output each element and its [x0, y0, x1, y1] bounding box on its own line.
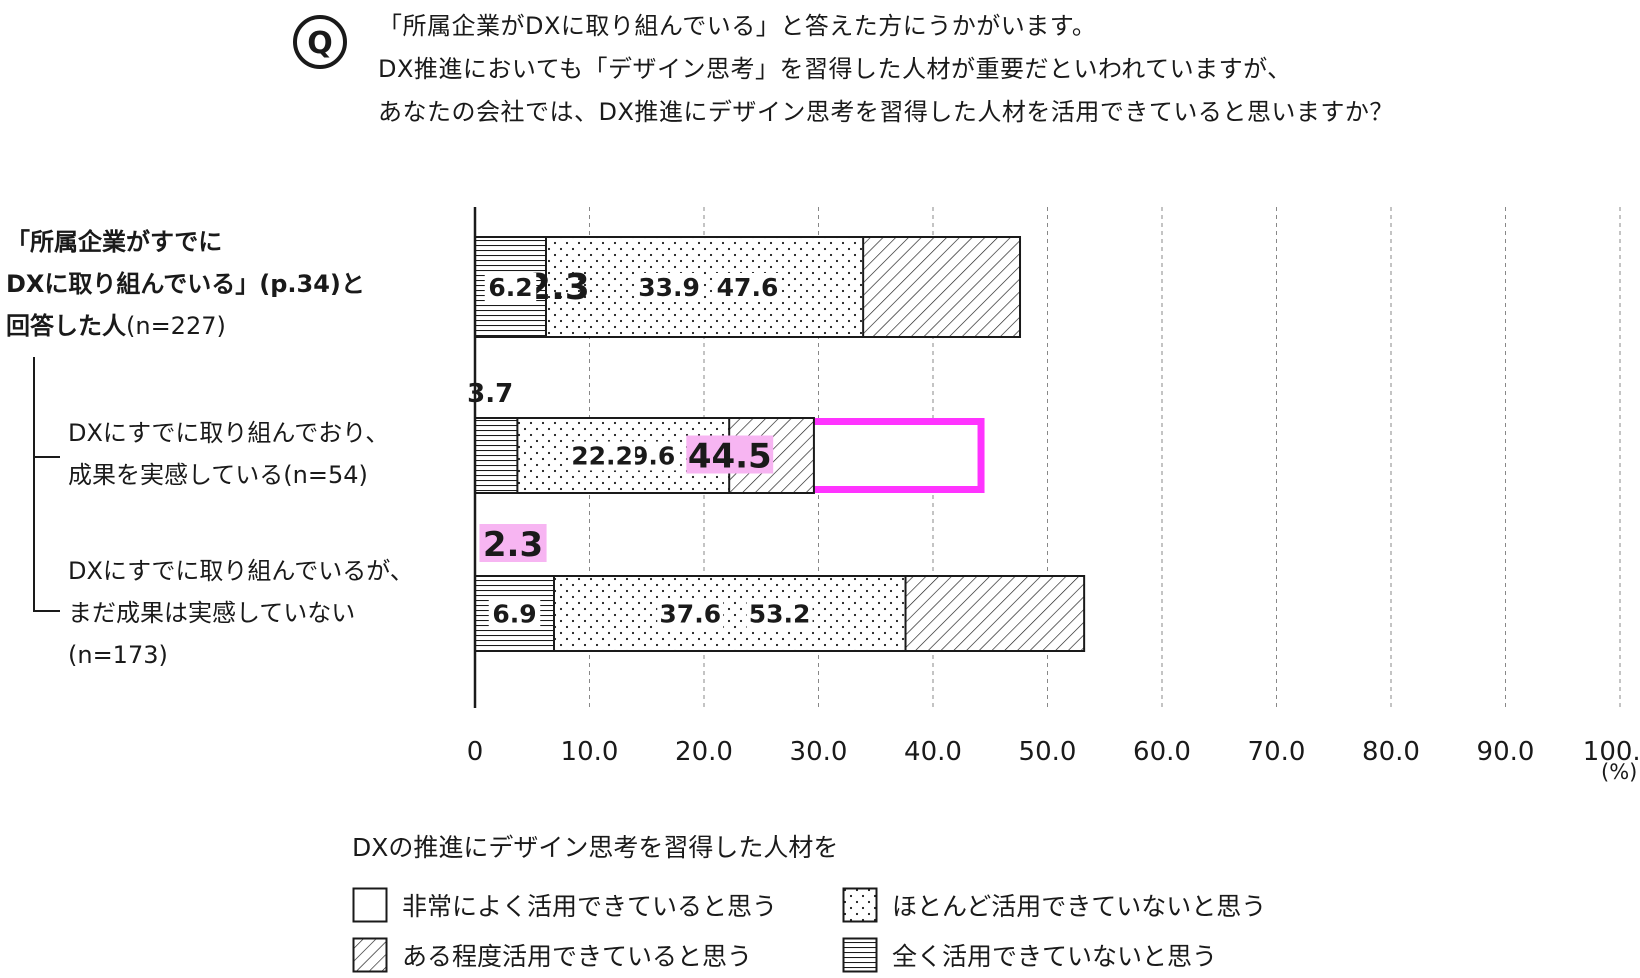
category-all-n: (n=227) [126, 312, 226, 340]
question-icon: Q [293, 15, 347, 69]
data-label-bg [686, 435, 774, 474]
tree-vertical-line [33, 357, 35, 612]
legend-swatch-dots [842, 887, 878, 923]
category-all-line-3: 回答した人(n=227) [6, 305, 226, 347]
x-axis: 0 10.0 20.0 30.0 40.0 50.0 60.0 70.0 80.0 90.0 100… [467, 207, 1640, 767]
data-label-not-achieved-very-well: 2.3 [483, 525, 543, 565]
data-label-bg [714, 273, 781, 302]
svg-text:Q: Q [307, 26, 333, 61]
legend-label-somewhat: ある程度活用できていると思う [402, 942, 753, 971]
data-label-bg [488, 599, 541, 629]
legend-label-not-at-all: 全く活用できていないと思う [892, 942, 1218, 971]
data-label-bg [484, 273, 537, 302]
legend-item-hardly: ほとんど活用できていないと思う [842, 886, 1266, 924]
category-achieved-line-1: DXにすでに取り組んでおり、 [68, 419, 390, 447]
x-tick-label: 20.0 [675, 737, 733, 767]
question-line-3: あなたの会社では、DX推進にデザイン思考を習得した人材を活用できていると思います… [378, 98, 1394, 126]
question-line-1: 「所属企業がDXに取り組んでいる」と答えた方にうかがいます。 [378, 12, 1097, 40]
category-all-label: 回答した人 [6, 312, 126, 340]
data-label-all-not-at-all: 6.2 [488, 273, 532, 302]
category-not-achieved-line-3: (n=173) [68, 641, 168, 669]
x-tick-label: 70.0 [1248, 737, 1306, 767]
x-tick-label: 30.0 [790, 737, 848, 767]
data-label-not-achieved-somewhat: 53.2 [749, 600, 811, 629]
legend-item-somewhat: ある程度活用できていると思う [352, 936, 752, 974]
legend-item-not-at-all: 全く活用できていないと思う [842, 936, 1217, 974]
x-tick-label: 100.0 [1583, 737, 1640, 767]
category-not-achieved-line-1: DXにすでに取り組んでいるが、 [68, 557, 414, 585]
unit-label: (%) [1601, 760, 1638, 784]
question-line-2: DX推進においても「デザイン思考」を習得した人材が重要だといわれていますが、 [378, 55, 1292, 83]
data-label-not-achieved-hardly: 37.6 [659, 600, 721, 629]
data-label-achieved-very-well: 44.5 [688, 437, 772, 477]
data-label-not-achieved-not-at-all: 6.9 [492, 600, 536, 629]
data-labels: 12.3 47.633.96.244.529.622.23.72.353.237.… [467, 267, 813, 629]
legend-item-very-well: 非常によく活用できていると思う [352, 886, 777, 924]
data-label-all-somewhat: 47.6 [717, 273, 779, 302]
x-tick-label: 0 [467, 737, 484, 767]
data-label-achieved-hardly: 22.2 [571, 442, 633, 471]
legend-swatch-hatch [352, 937, 388, 973]
category-all-line-2: DXに取り組んでいる」(p.34)と [6, 270, 365, 298]
legend-label-very-well: 非常によく活用できていると思う [402, 892, 778, 921]
x-tick-label: 60.0 [1133, 737, 1191, 767]
category-all-line-1: 「所属企業がすでに [6, 228, 223, 256]
tree-branch-achieved [33, 456, 60, 458]
x-tick-label: 40.0 [904, 737, 962, 767]
x-tick-label: 90.0 [1477, 737, 1535, 767]
data-label-all-hardly: 33.9 [638, 273, 700, 302]
stacked-bar-chart: 12.3 47.633.96.244.529.622.23.72.353.237.… [467, 207, 1640, 767]
legend-title: DXの推進にデザイン思考を習得した人材を [352, 833, 839, 862]
legend-swatch-blank [352, 887, 388, 923]
legend-swatch-hlines [842, 937, 878, 973]
x-tick-label: 80.0 [1362, 737, 1420, 767]
data-label-bg [657, 599, 724, 629]
legend-label-hardly: ほとんど活用できていないと思う [892, 892, 1267, 921]
x-tick-label: 10.0 [561, 737, 619, 767]
data-label-bg [569, 441, 636, 471]
x-tick-label: 50.0 [1019, 737, 1077, 767]
category-not-achieved-line-2: まだ成果は実感していない [68, 599, 356, 627]
bar-achieved-not-at-all [474, 417, 519, 494]
data-label-bg [636, 273, 703, 302]
data-label-bg [479, 524, 547, 562]
category-achieved-line-2: 成果を実感している(n=54) [68, 461, 368, 489]
data-label-bg [746, 599, 813, 629]
tree-branch-not-achieved [33, 610, 60, 612]
